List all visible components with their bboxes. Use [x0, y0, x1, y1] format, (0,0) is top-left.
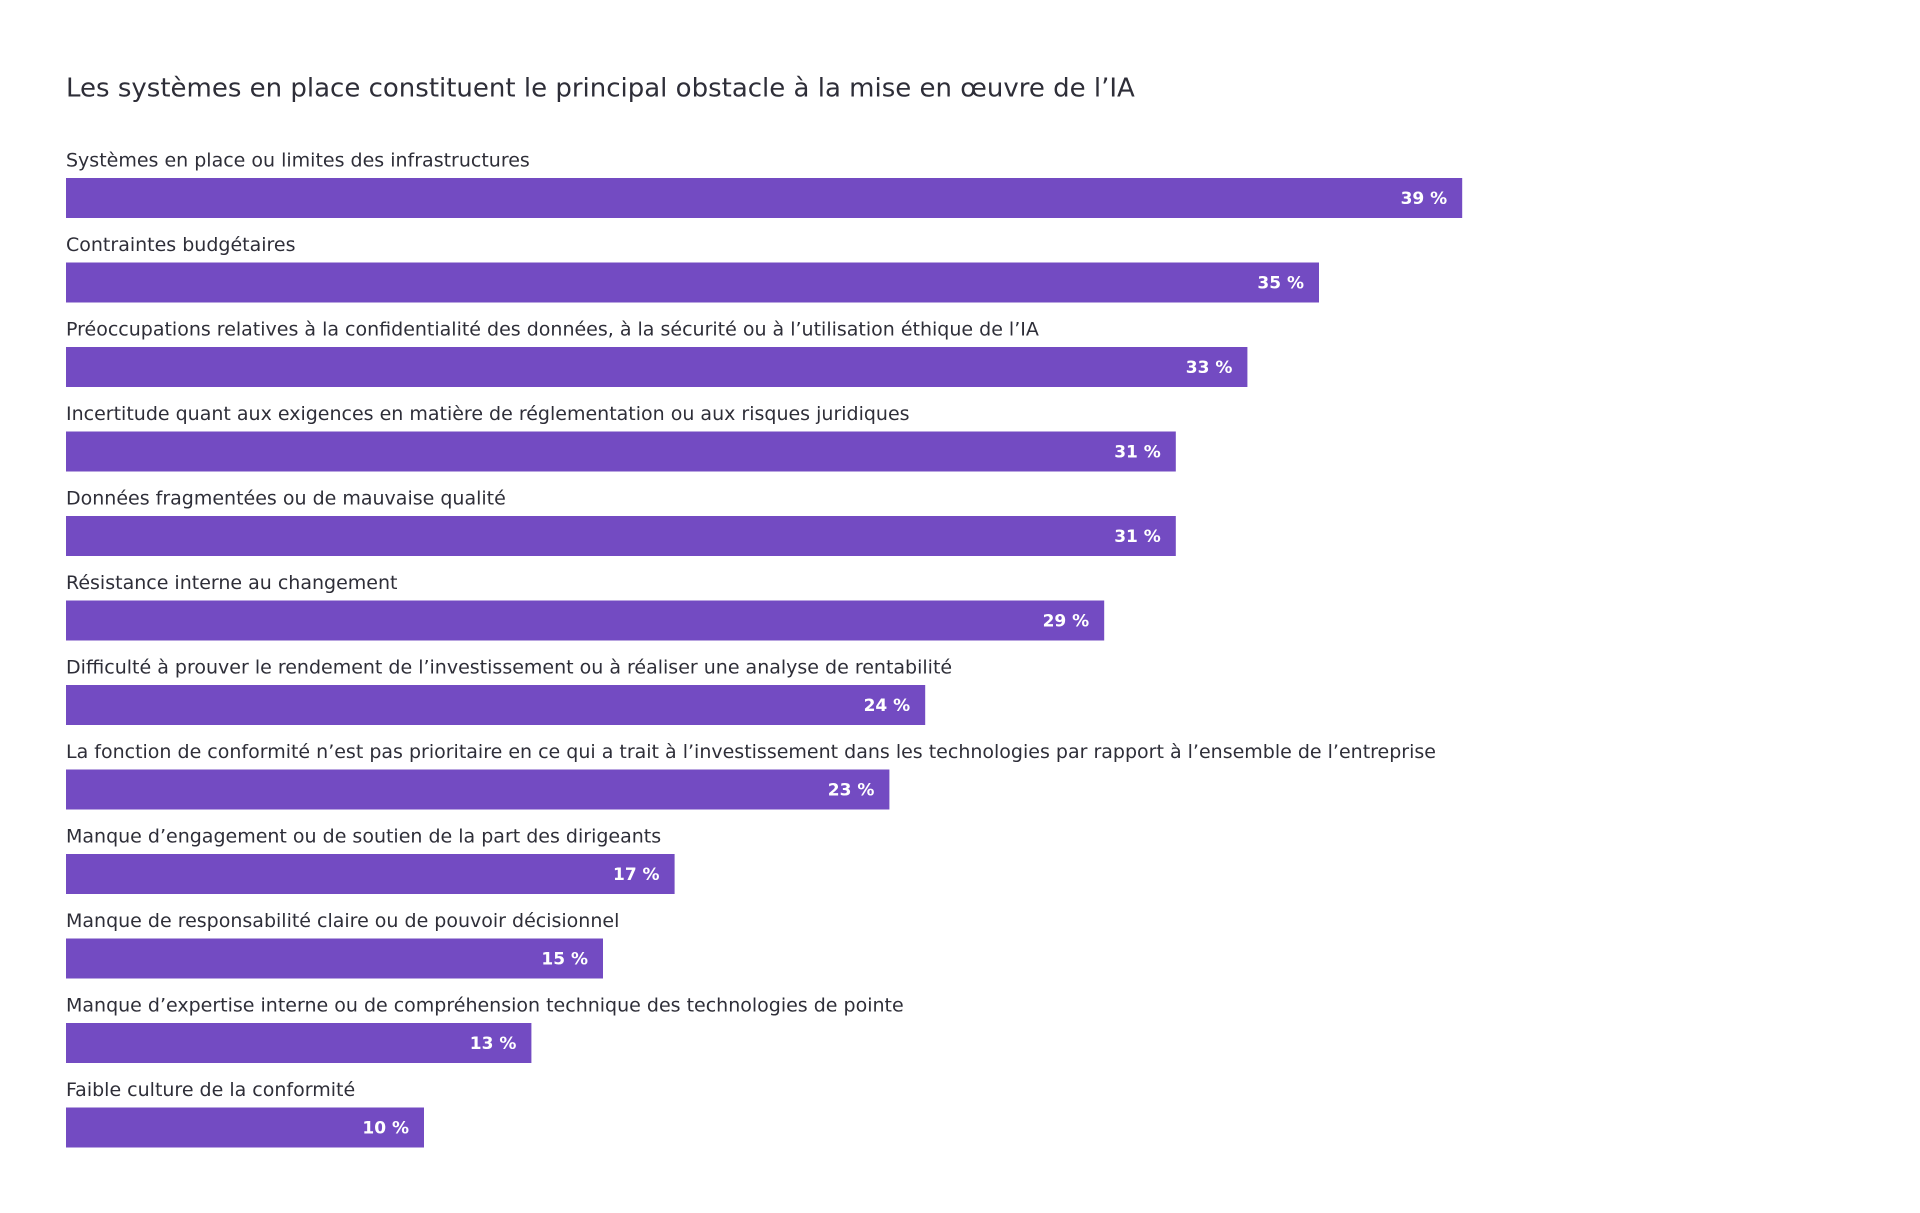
value-label: 31 %	[1114, 527, 1161, 547]
value-label: 13 %	[470, 1034, 517, 1054]
bar	[66, 262, 1319, 303]
value-label: 10 %	[362, 1119, 409, 1139]
category-label: Données fragmentées ou de mauvaise quali…	[66, 488, 506, 510]
bar	[66, 178, 1463, 218]
category-label: Manque de responsabilité claire ou de po…	[66, 910, 619, 932]
value-label: 35 %	[1257, 274, 1304, 294]
bar	[66, 854, 675, 894]
value-label: 17 %	[613, 865, 660, 885]
value-label: 39 %	[1401, 189, 1448, 209]
bar	[66, 1107, 424, 1148]
category-label: Contraintes budgétaires	[66, 234, 296, 256]
bar	[66, 516, 1176, 556]
category-label: Difficulté à prouver le rendement de l’i…	[66, 657, 952, 679]
bar	[66, 431, 1176, 472]
category-label: La fonction de conformité n’est pas prio…	[66, 741, 1436, 763]
category-label: Préoccupations relatives à la confidenti…	[66, 319, 1039, 341]
category-label: Résistance interne au changement	[66, 572, 397, 594]
category-label: Systèmes en place ou limites des infrast…	[66, 150, 530, 172]
bar	[66, 938, 603, 979]
category-label: Manque d’expertise interne ou de compréh…	[66, 995, 904, 1017]
bar	[66, 685, 926, 725]
bar	[66, 769, 890, 810]
value-label: 31 %	[1114, 443, 1161, 463]
value-label: 15 %	[541, 950, 588, 970]
value-label: 33 %	[1186, 358, 1233, 378]
value-label: 24 %	[864, 696, 911, 716]
value-label: 23 %	[828, 781, 875, 801]
category-label: Manque d’engagement ou de soutien de la …	[66, 826, 661, 848]
bar	[66, 600, 1105, 641]
category-label: Faible culture de la conformité	[66, 1079, 355, 1101]
chart-title: Les systèmes en place constituent le pri…	[66, 74, 1135, 104]
bar	[66, 1023, 532, 1063]
category-label: Incertitude quant aux exigences en matiè…	[66, 403, 910, 425]
value-label: 29 %	[1043, 612, 1090, 632]
bar	[66, 347, 1248, 387]
